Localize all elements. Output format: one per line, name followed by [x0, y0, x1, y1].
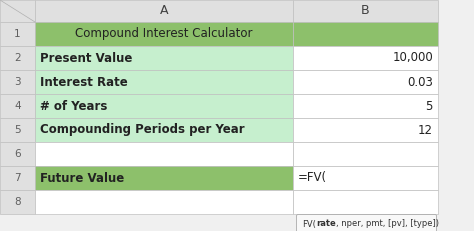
Bar: [0, 70, 35, 94]
Bar: [35, 0, 293, 22]
Bar: [35, 166, 293, 190]
Bar: [293, 0, 438, 22]
Text: 0.03: 0.03: [407, 76, 433, 88]
Bar: [0, 118, 35, 142]
Bar: [293, 94, 438, 118]
Bar: [35, 94, 293, 118]
Text: 7: 7: [14, 173, 21, 183]
Text: A: A: [160, 4, 168, 18]
Bar: [35, 22, 293, 46]
Text: rate: rate: [316, 219, 336, 228]
Bar: [0, 166, 35, 190]
Text: , nper, pmt, [pv], [type]): , nper, pmt, [pv], [type]): [336, 219, 438, 228]
Bar: [35, 142, 293, 166]
Bar: [293, 22, 438, 46]
Bar: [0, 190, 35, 214]
Text: 2: 2: [14, 53, 21, 63]
Text: Compounding Periods per Year: Compounding Periods per Year: [40, 124, 245, 137]
Text: 10,000: 10,000: [392, 52, 433, 64]
Text: 5: 5: [426, 100, 433, 112]
Bar: [293, 166, 438, 190]
Bar: [0, 0, 35, 22]
Bar: [293, 118, 438, 142]
Bar: [293, 70, 438, 94]
Bar: [35, 46, 293, 70]
Text: Present Value: Present Value: [40, 52, 132, 64]
Bar: [35, 118, 293, 142]
Bar: [293, 46, 438, 70]
Bar: [35, 70, 293, 94]
Bar: [0, 94, 35, 118]
Text: B: B: [361, 4, 370, 18]
Bar: [35, 190, 293, 214]
Bar: [293, 142, 438, 166]
FancyBboxPatch shape: [297, 215, 437, 231]
Text: 6: 6: [14, 149, 21, 159]
Text: 4: 4: [14, 101, 21, 111]
Text: 3: 3: [14, 77, 21, 87]
Bar: [0, 22, 35, 46]
Bar: [0, 142, 35, 166]
Bar: [293, 190, 438, 214]
Text: 1: 1: [14, 29, 21, 39]
Text: FV(: FV(: [302, 219, 316, 228]
Text: 8: 8: [14, 197, 21, 207]
Text: Future Value: Future Value: [40, 171, 124, 185]
Text: 12: 12: [418, 124, 433, 137]
Text: 5: 5: [14, 125, 21, 135]
Text: Compound Interest Calculator: Compound Interest Calculator: [75, 27, 253, 40]
Text: =FV(: =FV(: [298, 171, 327, 185]
Bar: [0, 46, 35, 70]
Text: Interest Rate: Interest Rate: [40, 76, 128, 88]
Text: # of Years: # of Years: [40, 100, 108, 112]
